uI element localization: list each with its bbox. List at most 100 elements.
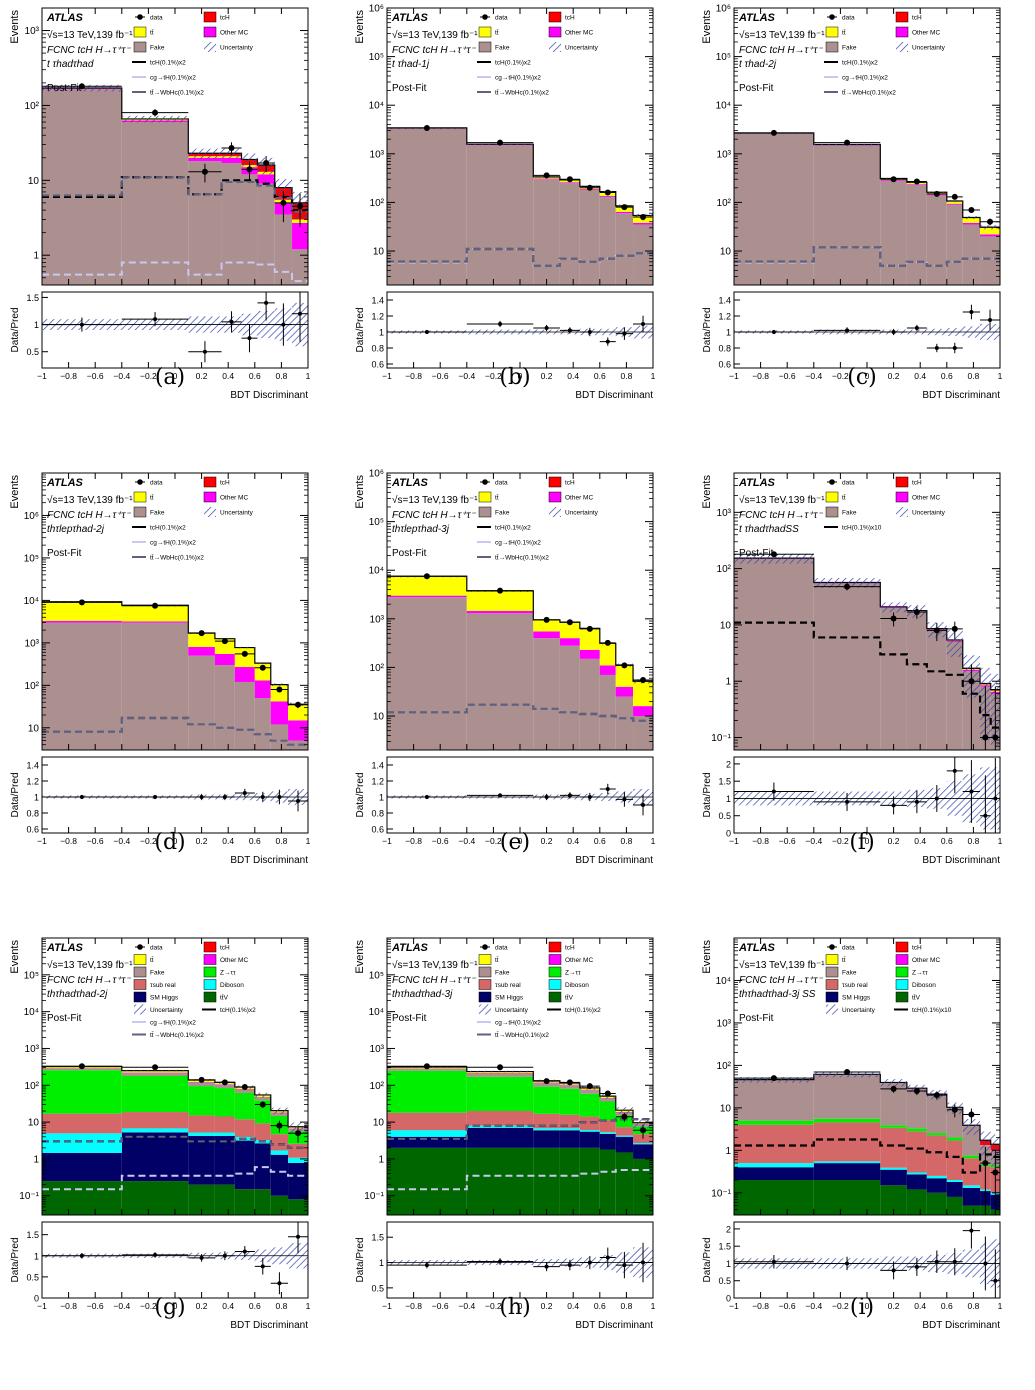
signal-line-cg	[387, 1169, 653, 1191]
legend-swatch-unc	[204, 507, 216, 517]
signal-line-wbhc	[387, 248, 653, 267]
stack-bar-real	[214, 1116, 235, 1133]
ratio-point	[771, 789, 776, 794]
stack-bar-other	[214, 653, 235, 666]
region-label: thτlepτhad-3j	[392, 524, 450, 535]
ratio-point	[771, 330, 776, 334]
stack-bar-tt	[214, 638, 235, 654]
stack-bar-tt	[980, 227, 1000, 235]
x-tick-label: 0.6	[941, 836, 953, 846]
x-tick-label: 0.8	[275, 1301, 287, 1311]
stack-bar-fake	[42, 622, 122, 750]
energy-label: √s=13 TeV,139 fb⁻¹	[739, 29, 825, 41]
stack-bar-fake	[813, 1074, 881, 1119]
uncertainty-band	[274, 179, 293, 200]
signal-line-wbhc	[42, 1135, 308, 1149]
stack-bar-fake	[599, 1098, 616, 1102]
ratio-point	[969, 1228, 974, 1233]
legend-label: Fake	[842, 510, 857, 517]
x-tick-label: −0.6	[779, 836, 796, 846]
stack-bar-real	[946, 1140, 963, 1181]
ratio-tick-label: 1	[379, 328, 384, 338]
ratio-tick-label: 0.5	[371, 1283, 384, 1293]
legend-label: tcH	[565, 480, 575, 487]
legend-label: cg→tH(0.1%)x2	[150, 75, 196, 82]
ratio-point	[153, 317, 158, 322]
x-tick-label: 0.6	[941, 1301, 953, 1311]
ratio-point	[952, 346, 957, 350]
chart-caption: (c)	[847, 365, 877, 390]
stack-bar-dib	[559, 1128, 580, 1131]
legend-swatch-ttv	[895, 991, 909, 1003]
x-tick-label: −0.6	[87, 836, 104, 846]
ratio-point	[891, 330, 896, 334]
legend-label: Uncertainty	[220, 45, 254, 52]
legend-label: Other MC	[220, 957, 248, 964]
stack-bar-ztt	[533, 1086, 560, 1114]
legend-label: Uncertainty	[565, 45, 599, 52]
legend-label: Z→ττ	[220, 970, 236, 977]
ratio-tick-label: 1.5	[718, 777, 731, 787]
x-tick-label: 0.4	[914, 836, 926, 846]
uncertainty-band	[980, 1131, 991, 1158]
data-point	[497, 587, 504, 594]
data-point	[933, 627, 940, 634]
y-axis-label: Events	[354, 10, 366, 44]
x-tick-label: −0.8	[60, 1301, 77, 1311]
uncertainty-band	[188, 148, 222, 159]
data-point	[241, 650, 248, 657]
legend-label: data	[842, 945, 855, 952]
data-point	[890, 1085, 897, 1092]
ratio-point	[424, 1263, 429, 1268]
ratio-point	[934, 796, 939, 801]
legend-label: Diboson	[220, 982, 244, 989]
stack-bar-real	[579, 1116, 600, 1131]
ratio-axis-label: Data/Pred	[10, 307, 21, 352]
x-tick-label: 0.4	[914, 371, 926, 381]
x-tick-label: 0.2	[196, 836, 208, 846]
y-tick-label: 10	[28, 1118, 40, 1129]
x-tick-label: 0.4	[222, 371, 234, 381]
data-point	[423, 573, 430, 580]
stack-bar-tt	[387, 576, 467, 596]
stack-bar-real	[926, 1135, 947, 1176]
legend-label: SM Higgs	[842, 995, 871, 1002]
signal-line-sig	[42, 176, 308, 212]
y-tick-label: 10⁴	[24, 1007, 39, 1018]
legend-swatch-fake	[133, 966, 147, 978]
x-tick-label: −1	[382, 371, 392, 381]
region-label: thτhadτhad-3j SS	[739, 989, 816, 1000]
x-tick-label: 0.4	[567, 371, 579, 381]
legend-label: Fake	[150, 970, 165, 977]
stack-bar-dib	[288, 1157, 308, 1163]
ratio-point	[605, 1255, 610, 1260]
data-point	[982, 1160, 989, 1167]
legend-swatch-other	[548, 954, 562, 965]
legend-label: cg→tH(0.1%)x2	[495, 1020, 541, 1027]
ratio-axis-label: Data/Pred	[355, 772, 366, 817]
y-axis-label: Events	[701, 940, 713, 974]
stack-bar-fake	[121, 622, 189, 750]
x-tick-label: −0.6	[779, 1301, 796, 1311]
ratio-point	[229, 319, 234, 324]
legend-swatch-other	[203, 954, 217, 965]
ratio-point	[567, 1263, 572, 1268]
stack-bar-fake	[926, 630, 947, 750]
y-tick-label: 10³	[717, 1018, 732, 1029]
ratio-tick-label: 1	[726, 794, 731, 804]
stack-bar-dib	[42, 1133, 122, 1153]
data-point	[890, 176, 897, 183]
legend-swatch-other	[548, 26, 562, 38]
stack-bar-smh	[270, 1154, 289, 1196]
legend-label: tt̄→WbHc(0.1%)x2	[150, 1031, 204, 1039]
y-tick-label: 10	[720, 247, 732, 258]
legend-label: tt̄	[495, 494, 499, 502]
y-tick-label: 10⁴	[369, 1007, 384, 1018]
legend-swatch-other	[548, 491, 562, 503]
x-tick-label: 0	[518, 1301, 523, 1311]
data-point	[951, 1106, 958, 1113]
stack-bar-smh	[906, 1174, 927, 1190]
ratio-tick-label: 1.2	[26, 777, 39, 787]
stack-bar-other	[221, 157, 242, 164]
